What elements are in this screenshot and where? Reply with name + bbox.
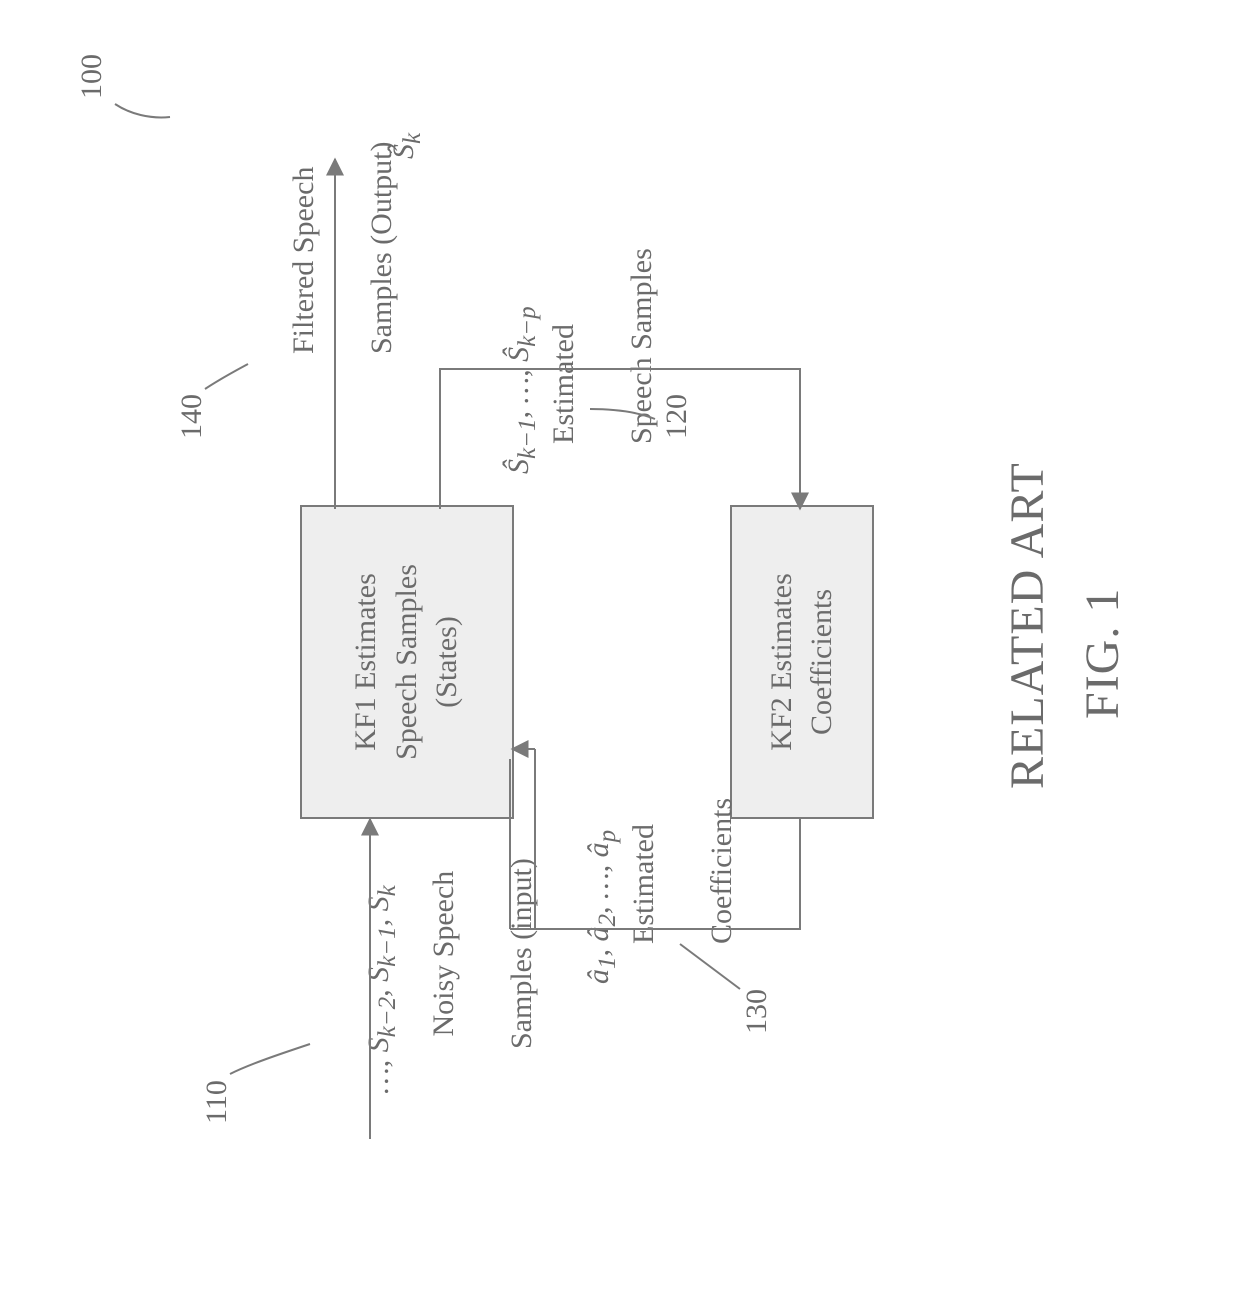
leader-120 [590, 409, 655, 419]
arrow-coeffs-path [535, 819, 800, 929]
leader-140 [205, 364, 248, 389]
leader-110 [230, 1044, 310, 1074]
arrow-est-coeffs-vert [510, 819, 800, 929]
arrows-layer [0, 0, 1240, 1289]
leader-100 [115, 104, 170, 117]
arrow-est-samples [440, 369, 800, 509]
leader-130 [680, 944, 740, 989]
